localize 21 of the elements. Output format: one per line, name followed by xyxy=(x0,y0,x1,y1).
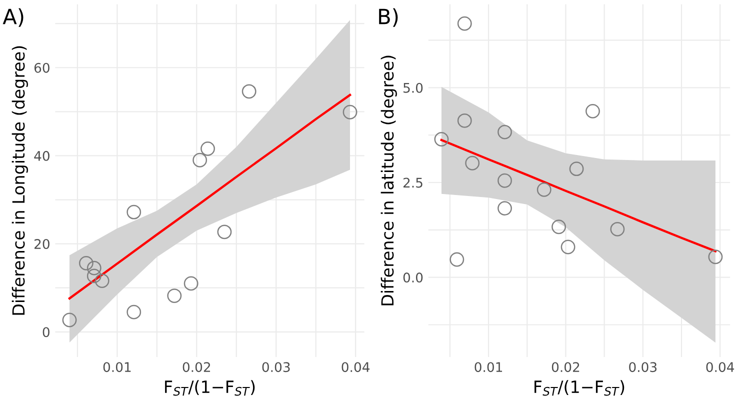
y-axis-title: Difference in Longitude (degree) xyxy=(12,46,28,315)
y-tick-label: 0 xyxy=(42,327,50,338)
x-tick-label: 0.01 xyxy=(474,362,502,372)
y-axis-title: Difference in latitude (degree) xyxy=(380,56,397,306)
y-tick-label: 20 xyxy=(34,239,50,250)
y-tick-label: 5.0 xyxy=(404,82,423,93)
y-tick-label: 0.0 xyxy=(403,272,423,283)
y-tick-label: 60 xyxy=(34,62,50,73)
x-axis-title: F$_{ST}$/(1−F$_{ST}$) xyxy=(534,380,624,396)
x-tick-label: 0.03 xyxy=(629,362,657,372)
chart-title: B) xyxy=(379,8,398,27)
x-tick-label: 0.03 xyxy=(262,362,290,372)
chart-title: A) xyxy=(2,8,24,27)
x-tick-label: 0.04 xyxy=(706,362,734,372)
y-tick-label: 40 xyxy=(34,150,50,161)
x-tick-label: 0.02 xyxy=(182,362,210,372)
x-tick-label: 0.04 xyxy=(342,362,370,372)
x-axis-title: F$_{ST}$/(1−F$_{ST}$) xyxy=(165,380,255,396)
y-tick-label: 2.5 xyxy=(403,178,422,188)
x-tick-label: 0.02 xyxy=(552,362,580,372)
x-tick-label: 0.01 xyxy=(103,362,131,372)
